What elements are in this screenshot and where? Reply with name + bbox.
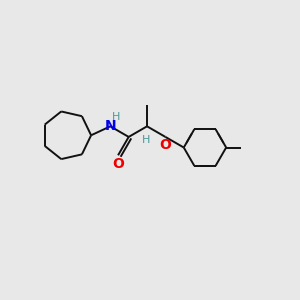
Text: H: H xyxy=(141,135,150,145)
Text: N: N xyxy=(104,119,116,133)
Text: O: O xyxy=(112,157,124,171)
Text: H: H xyxy=(111,112,120,122)
Text: O: O xyxy=(160,138,171,152)
